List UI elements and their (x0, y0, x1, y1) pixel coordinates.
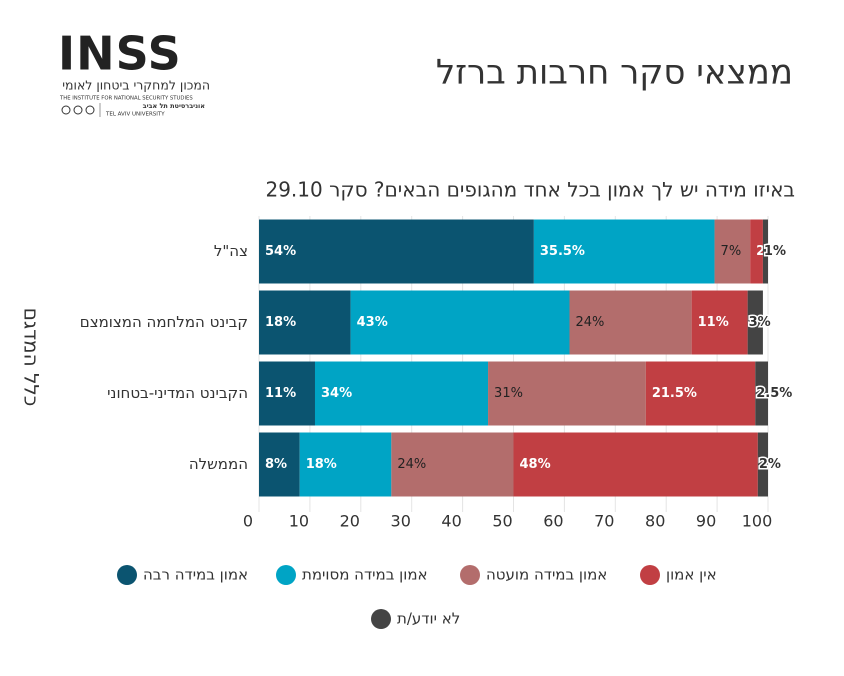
legend-marker (117, 565, 137, 585)
bar-segment (488, 361, 646, 426)
data-label: 21.5% (652, 386, 697, 401)
legend-label: לא יודע/ת (397, 610, 460, 628)
bar-segment (747, 290, 763, 355)
logo-name-he: המכון למחקרי ביטחון לאומי (62, 78, 210, 93)
data-label: 8% (265, 457, 287, 472)
x-tick-label: 40 (441, 512, 461, 531)
legend-label: אמון במידה מסוימת (302, 566, 428, 584)
chart-title: ממצאי סקר חרבות ברזל (436, 53, 793, 93)
x-tick-label: 0 (243, 512, 253, 531)
logo-mark: INSS (58, 27, 182, 81)
x-tick-label: 90 (696, 512, 716, 531)
bar-segment (259, 290, 351, 355)
x-tick-label: 10 (289, 512, 309, 531)
bar-segment (350, 290, 570, 355)
data-label: 54% (265, 244, 296, 259)
x-tick-label: 30 (391, 512, 411, 531)
bar-segment (569, 290, 692, 355)
data-label: 11% (698, 315, 729, 330)
bar-segment (299, 432, 392, 497)
chart-subtitle: באיזו מידה יש לך אמון בכל אחד מהגופים הב… (265, 178, 795, 202)
legend-label: אין אמון (666, 566, 717, 584)
y-tick-label: צה"ל (214, 242, 248, 260)
logo-name-en: THE INSTITUTE FOR NATIONAL SECURITY STUD… (59, 96, 193, 102)
data-label: 34% (321, 386, 352, 401)
data-label: 48% (520, 457, 551, 472)
data-label: 1% (764, 244, 786, 259)
data-label: 2.5% (756, 386, 792, 401)
legend-marker (460, 565, 480, 585)
data-label: 18% (306, 457, 337, 472)
data-label: 24% (397, 457, 426, 472)
data-label: 24% (575, 315, 604, 330)
data-label: 3% (749, 315, 771, 330)
bar-segment (314, 361, 489, 426)
bar-segment (645, 361, 756, 426)
data-label: 7% (721, 244, 742, 259)
y-axis-label: כלל המדגם (20, 308, 44, 407)
bar-segment (691, 290, 748, 355)
bar-segment (259, 361, 315, 426)
bar-segment (757, 432, 768, 497)
bar-segment (750, 219, 763, 284)
bar-segment (533, 219, 715, 284)
data-label: 31% (494, 386, 523, 401)
legend-marker (276, 565, 296, 585)
legend-label: אמון במידה מועטה (486, 566, 607, 584)
legend-label: אמון במידה רבה (143, 566, 248, 584)
logo-icon (61, 105, 71, 115)
y-tick-label: הממשלה (189, 455, 248, 473)
logo-univ-en: TEL AVIV UNIVERSITY (105, 112, 165, 118)
logo-univ-he: אוניברסיטת תל אביב (143, 102, 206, 110)
bar-segment (259, 219, 534, 284)
logo-icon (73, 105, 83, 115)
data-label: 11% (265, 386, 296, 401)
y-tick-label: קבינט המלחמה המצומצם (80, 313, 248, 331)
x-tick-label: 70 (594, 512, 614, 531)
x-tick-label: 50 (492, 512, 512, 531)
bar-segment (259, 432, 300, 497)
bar-segment (714, 219, 751, 284)
bar-segment (391, 432, 514, 497)
data-label: 35.5% (540, 244, 585, 259)
bar-segment (762, 219, 768, 284)
x-tick-label: 80 (645, 512, 665, 531)
data-label: 2% (759, 457, 781, 472)
data-label: 43% (357, 315, 388, 330)
logo: INSS המכון למחקרי ביטחון לאומי THE INSTI… (58, 27, 210, 118)
x-tick-label: 20 (340, 512, 360, 531)
legend-marker (371, 609, 391, 629)
data-label: 18% (265, 315, 296, 330)
bar-segment (755, 361, 768, 426)
bar-segment (513, 432, 758, 497)
y-tick-label: הקבינט המדיני-בטחוני (107, 384, 248, 402)
x-tick-label: 100 (742, 512, 773, 531)
legend-marker (640, 565, 660, 585)
x-tick-label: 60 (543, 512, 563, 531)
logo-icon (85, 105, 95, 115)
